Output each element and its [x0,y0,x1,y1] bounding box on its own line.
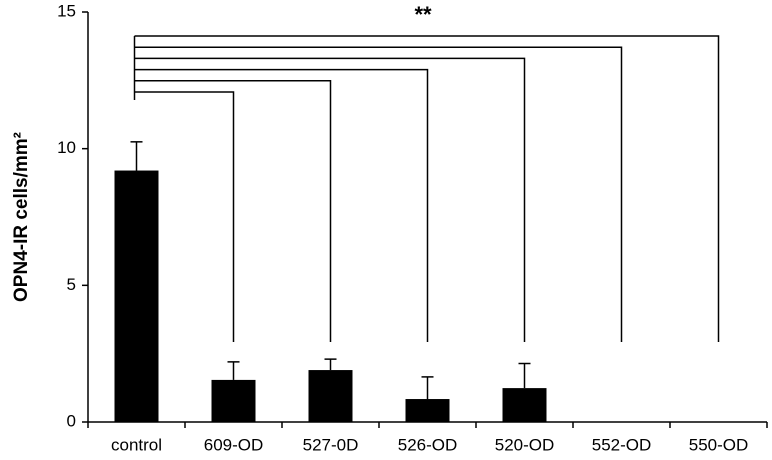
bar [211,379,256,422]
y-tick-label: 0 [67,411,76,430]
y-tick-label: 10 [57,138,76,157]
bracket [134,35,720,342]
x-tick-label: 527-0D [303,435,359,454]
bracket [134,91,235,342]
bar [502,388,547,422]
significance-label: ** [414,2,432,27]
bar [405,399,450,422]
x-tick-label: 526-OD [398,435,458,454]
bracket [134,68,429,342]
x-tick-label: control [111,435,162,454]
x-tick-label: 550-OD [689,435,749,454]
x-tick-label: 552-OD [592,435,652,454]
bar [308,370,353,422]
bracket [134,57,526,342]
bracket [134,46,623,342]
y-tick-label: 15 [57,1,76,20]
x-tick-label: 609-OD [204,435,264,454]
x-tick-label: 520-OD [495,435,555,454]
bracket [134,80,332,342]
y-axis-label: OPN4-IR cells/mm² [11,132,32,302]
bar [114,170,159,422]
y-tick-label: 5 [67,275,76,294]
